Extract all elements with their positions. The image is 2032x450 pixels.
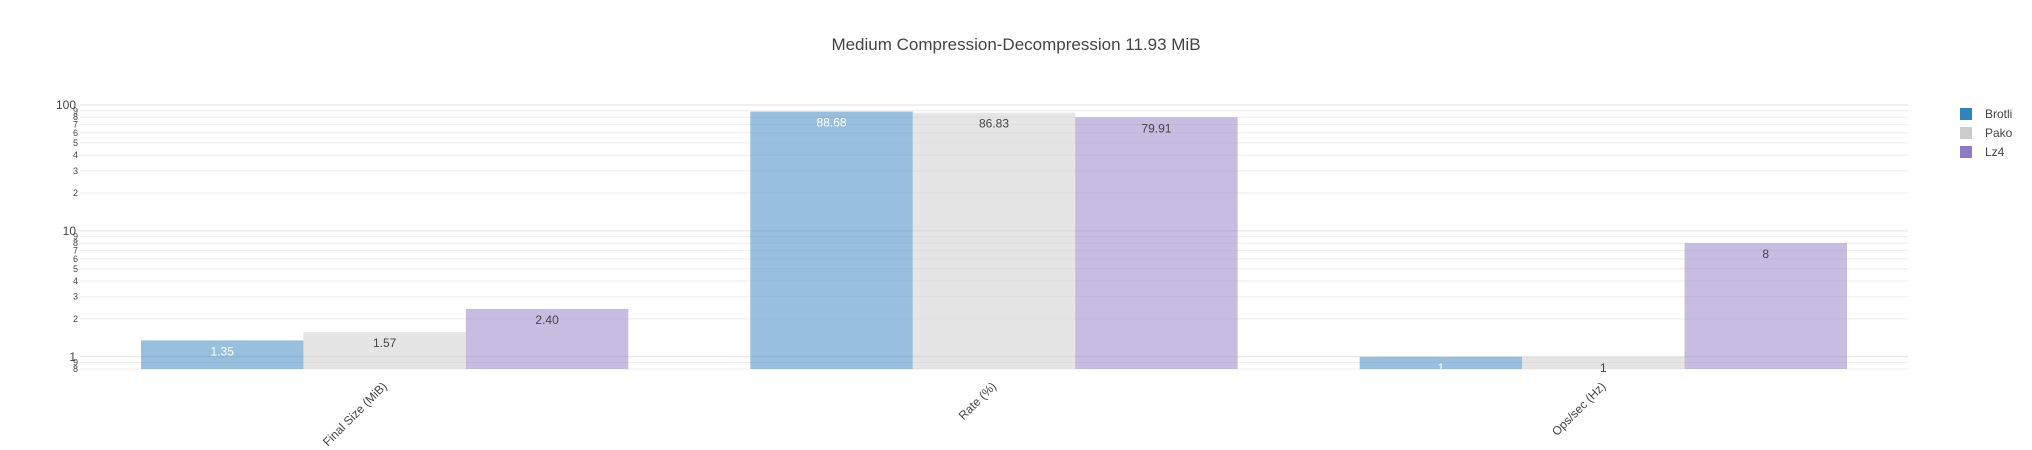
y-tick-label: 9 <box>73 232 78 242</box>
bar <box>750 111 913 369</box>
bar <box>465 308 629 369</box>
y-tick-label: 3 <box>73 166 78 176</box>
y-tick-label: 8 <box>73 112 78 122</box>
y-tick-label: 10 <box>63 224 77 238</box>
legend-label: Brotli <box>1985 107 2012 121</box>
legend-swatch <box>1960 108 1972 120</box>
data-label: 1.35 <box>211 344 235 358</box>
legend-swatch <box>1960 127 1972 139</box>
bar <box>1522 356 1685 369</box>
y-tick-label: 5 <box>73 264 78 274</box>
y-tick-label: 9 <box>73 358 78 368</box>
y-tick-label: 5 <box>73 138 78 148</box>
x-tick-label: Final Size (MiB) <box>320 379 390 449</box>
y-tick-label: 6 <box>73 128 78 138</box>
chart-title: Medium Compression-Decompression 11.93 M… <box>831 35 1200 54</box>
bar <box>1684 243 1847 369</box>
legend-swatch <box>1960 146 1972 158</box>
y-tick-label: 8 <box>73 238 78 248</box>
data-label: 1.57 <box>373 336 397 350</box>
data-label: 2.40 <box>535 313 559 327</box>
y-tick-label: 6 <box>73 254 78 264</box>
y-tick-label: 2 <box>73 188 78 198</box>
y-tick-label: 4 <box>73 150 78 160</box>
y-tick-label: 8 <box>73 364 78 374</box>
y-tick-label: 4 <box>73 276 78 286</box>
data-label: 1 <box>1600 361 1607 375</box>
data-label: 8 <box>1762 247 1769 261</box>
y-tick-label: 100 <box>56 98 76 112</box>
data-label: 88.68 <box>817 116 847 130</box>
y-tick-label: 7 <box>73 245 78 255</box>
y-tick-label: 7 <box>73 120 78 130</box>
data-label: 86.83 <box>979 117 1009 131</box>
legend: Brotli Pako Lz4 <box>1960 107 2013 159</box>
x-tick-label: Rate (%) <box>956 379 999 422</box>
x-tick-label: Ops/sec (Hz) <box>1549 379 1608 438</box>
y-tick-label: 3 <box>73 292 78 302</box>
data-label: 1 <box>1438 361 1445 375</box>
bar <box>912 112 1076 370</box>
bar <box>1359 356 1523 369</box>
bar <box>1075 117 1238 369</box>
y-tick-label: 1 <box>69 350 76 364</box>
legend-label: Pako <box>1985 126 2013 140</box>
y-tick-label: 9 <box>73 106 78 116</box>
bar <box>141 340 304 369</box>
y-tick-label: 2 <box>73 314 78 324</box>
legend-label: Lz4 <box>1985 145 2005 159</box>
bars: 1.35 1.57 2.40 88.68 86.83 79.91 1 1 8 <box>141 111 1847 375</box>
x-axis-labels: Final Size (MiB) Rate (%) Ops/sec (Hz) <box>320 379 1608 449</box>
data-label: 79.91 <box>1141 121 1171 135</box>
bar <box>303 332 466 369</box>
